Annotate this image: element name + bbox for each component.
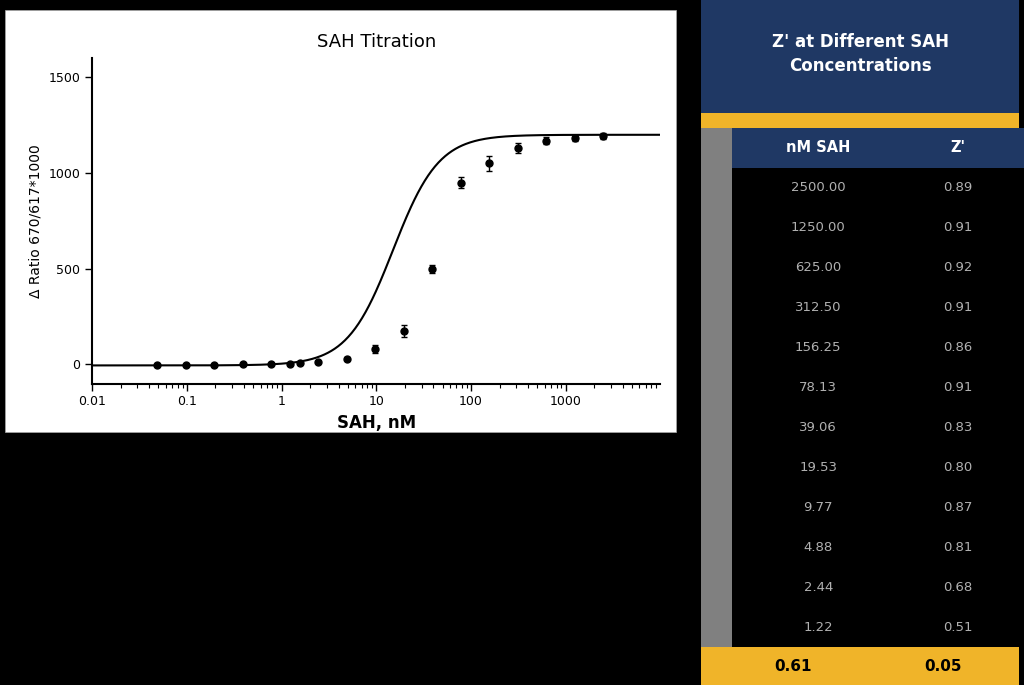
Text: 0.83: 0.83 (943, 421, 973, 434)
Text: 0.91: 0.91 (943, 381, 973, 394)
Text: 0.89: 0.89 (943, 182, 973, 195)
Text: 0.80: 0.80 (943, 461, 973, 474)
Text: 0.92: 0.92 (943, 261, 973, 274)
Text: 2.44: 2.44 (804, 581, 833, 594)
Text: nM SAH: nM SAH (786, 140, 851, 155)
Text: 0.91: 0.91 (943, 301, 973, 314)
Text: 0.61: 0.61 (775, 659, 812, 673)
Text: 78.13: 78.13 (800, 381, 838, 394)
Text: Z' at Different SAH
Concentrations: Z' at Different SAH Concentrations (772, 34, 948, 75)
Text: 2500.00: 2500.00 (791, 182, 846, 195)
Text: 9.77: 9.77 (804, 501, 834, 514)
Text: 156.25: 156.25 (795, 341, 842, 354)
Text: 0.91: 0.91 (943, 221, 973, 234)
Text: 4.88: 4.88 (804, 541, 833, 554)
Text: 312.50: 312.50 (795, 301, 842, 314)
Text: 1.22: 1.22 (804, 621, 834, 634)
Text: 0.05: 0.05 (924, 659, 962, 673)
Text: 0.81: 0.81 (943, 541, 973, 554)
Title: SAH Titration: SAH Titration (316, 33, 436, 51)
Text: 39.06: 39.06 (800, 421, 838, 434)
Text: 0.87: 0.87 (943, 501, 973, 514)
Text: Z': Z' (950, 140, 966, 155)
Text: 19.53: 19.53 (800, 461, 838, 474)
Text: 625.00: 625.00 (796, 261, 842, 274)
Text: 0.51: 0.51 (943, 621, 973, 634)
X-axis label: SAH, nM: SAH, nM (337, 414, 416, 432)
Text: 1250.00: 1250.00 (791, 221, 846, 234)
Text: 0.68: 0.68 (943, 581, 973, 594)
Y-axis label: Δ Ratio 670/617*1000: Δ Ratio 670/617*1000 (29, 144, 43, 298)
Text: 0.86: 0.86 (943, 341, 973, 354)
